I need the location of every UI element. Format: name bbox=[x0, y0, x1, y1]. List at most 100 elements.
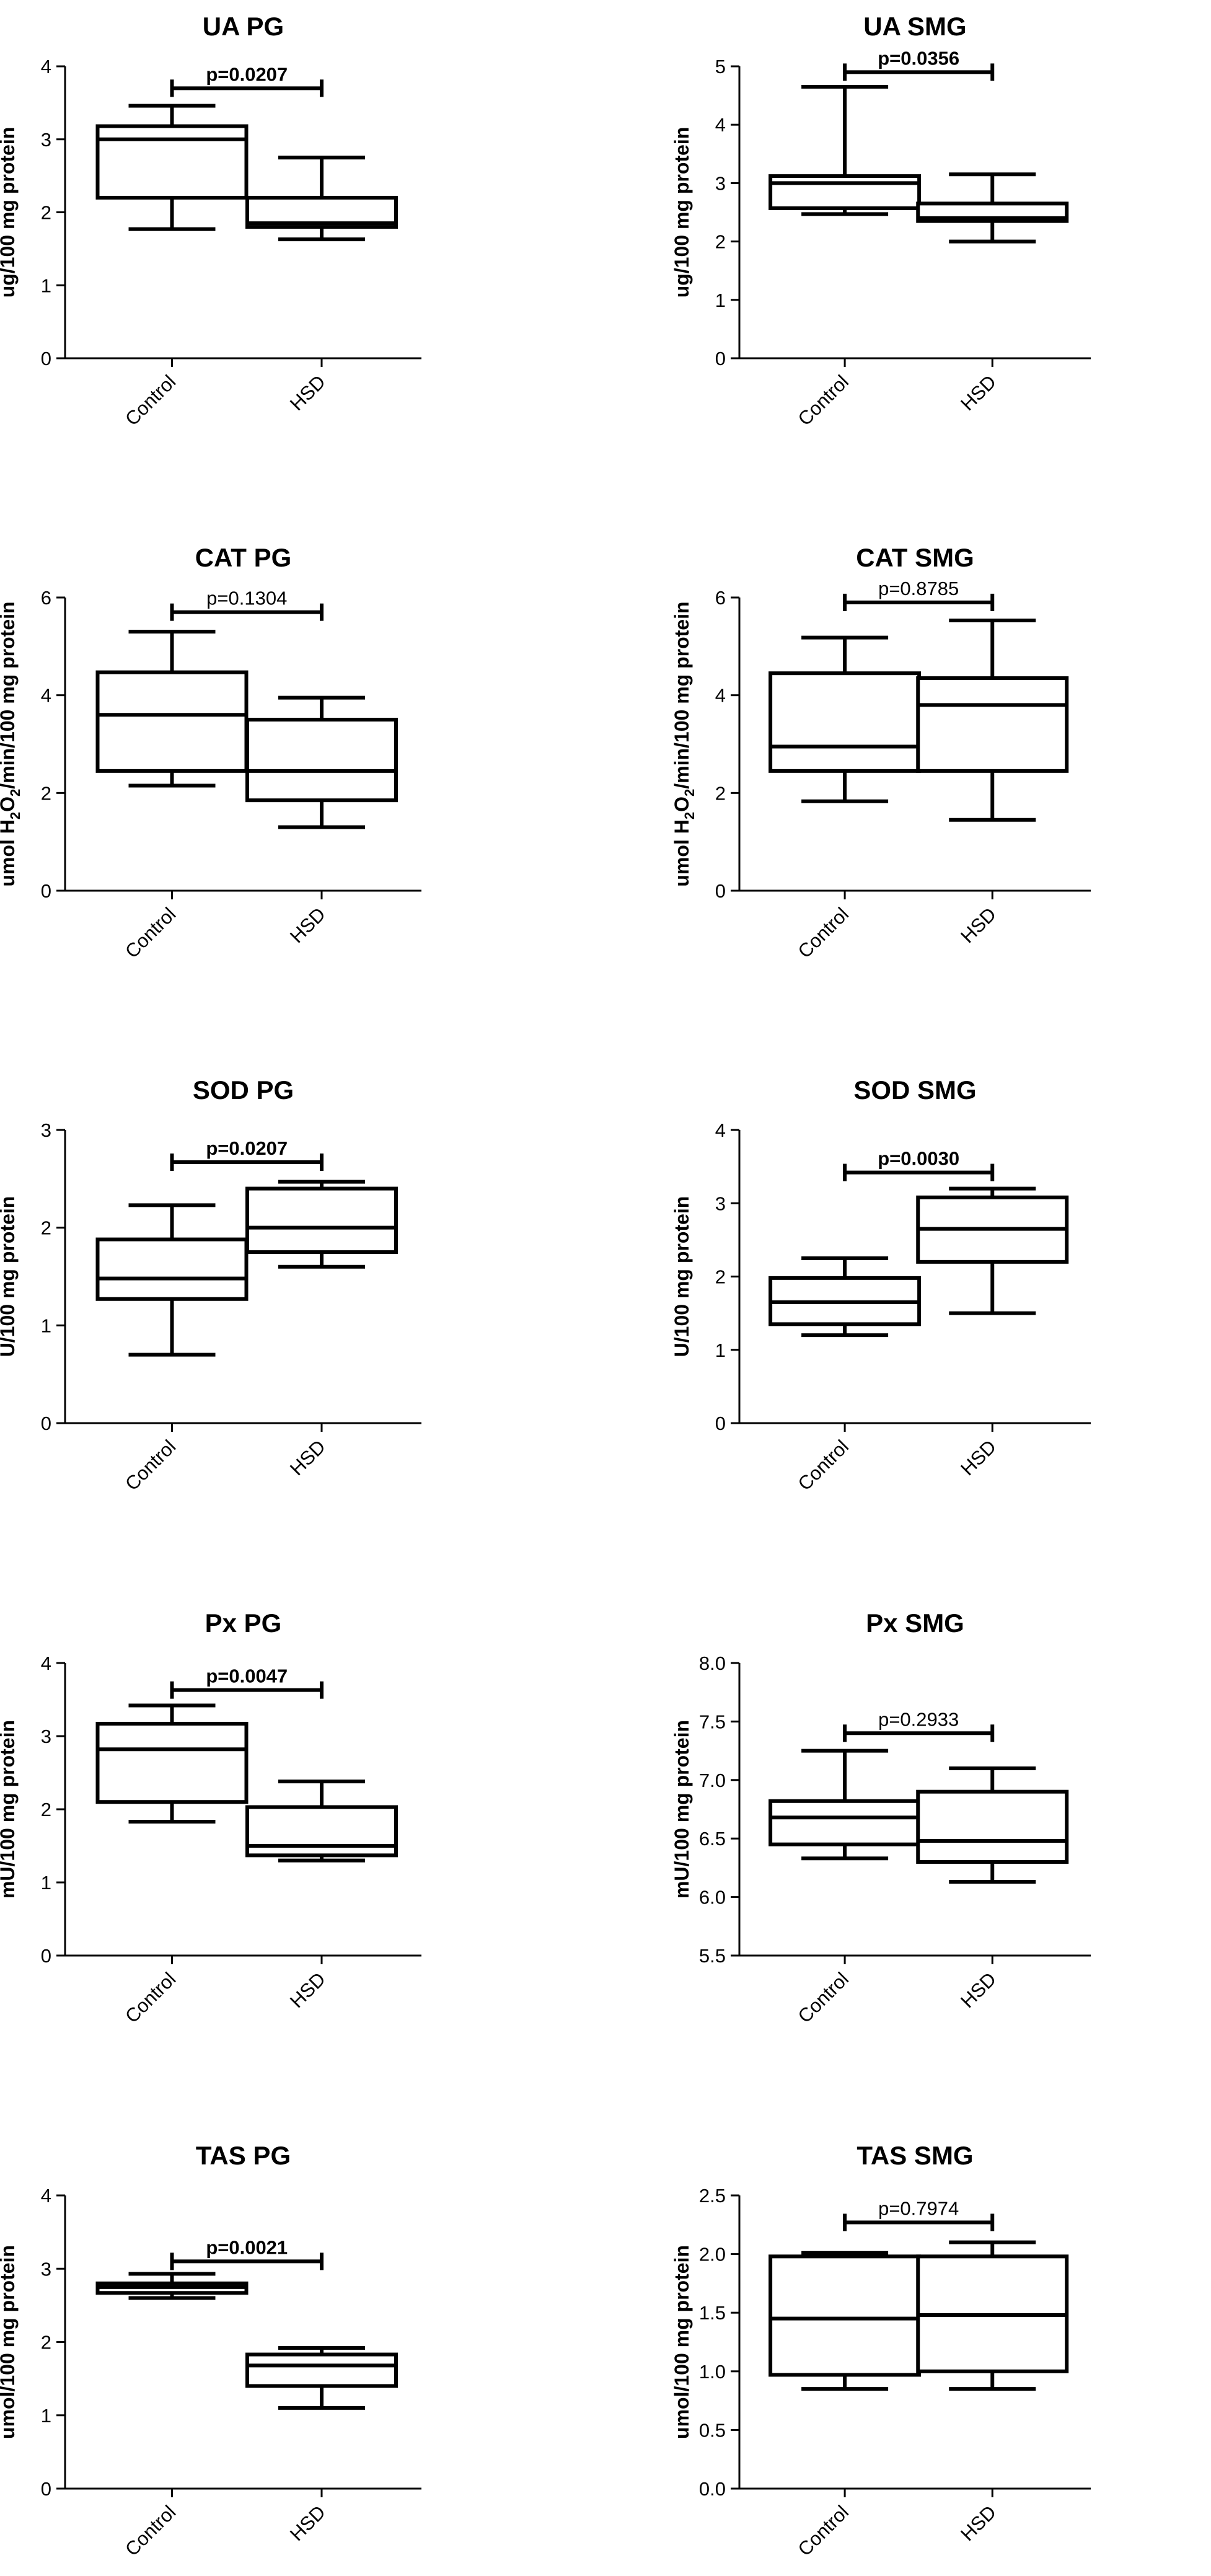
y-axis-label-part: 2 bbox=[7, 789, 23, 796]
y-tick-label: 3 bbox=[41, 2258, 51, 2280]
iqr-box bbox=[95, 1721, 249, 1804]
box-hsd bbox=[245, 1780, 398, 1863]
y-tick-label: 2 bbox=[41, 1799, 51, 1820]
y-tick-label: 4 bbox=[715, 685, 726, 707]
category-label: Control bbox=[121, 1968, 180, 2027]
y-tick-label: 0 bbox=[715, 1413, 726, 1434]
y-axis-label: umol/100 mg protein bbox=[671, 2245, 693, 2439]
y-tick-label: 0 bbox=[715, 348, 726, 369]
category-label: HSD bbox=[286, 903, 330, 947]
box-control bbox=[95, 630, 249, 788]
y-axis-label-part: 2 bbox=[682, 812, 697, 819]
significance-bracket: p=0.1304 bbox=[170, 588, 324, 621]
category-label: Control bbox=[121, 903, 180, 962]
category-label: HSD bbox=[956, 2501, 1000, 2545]
y-tick-label: 1 bbox=[41, 1872, 51, 1894]
y-axis-label-part: O bbox=[671, 796, 693, 812]
y-tick-label: 7.0 bbox=[699, 1770, 726, 1791]
box-hsd bbox=[916, 1186, 1069, 1315]
y-axis-label: U/100 mg protein bbox=[671, 1196, 693, 1357]
box-control bbox=[95, 1703, 249, 1824]
category-label: HSD bbox=[286, 371, 330, 415]
box-hsd bbox=[245, 695, 398, 829]
y-axis-label: umol/100 mg protein bbox=[0, 2245, 19, 2439]
category-label: HSD bbox=[956, 1968, 1000, 2012]
category-label: HSD bbox=[286, 1436, 330, 1480]
box-hsd bbox=[245, 2345, 398, 2410]
y-tick-label: 1.5 bbox=[699, 2302, 726, 2324]
category-label: Control bbox=[794, 1968, 853, 2027]
iqr-box bbox=[768, 2254, 922, 2377]
significance-bracket: p=0.8785 bbox=[843, 578, 995, 611]
significance-bracket: p=0.7974 bbox=[843, 2198, 995, 2231]
chart-sod-smg: SOD SMG 0 1 2 3 4 U/100 mg protein Control HSD p=… bbox=[671, 1075, 1091, 1495]
y-tick-label: 4 bbox=[41, 56, 51, 77]
category-label: Control bbox=[794, 371, 853, 430]
y-tick-label: 0 bbox=[715, 880, 726, 902]
y-tick-label: 4 bbox=[715, 114, 726, 136]
p-value-label: p=0.2933 bbox=[878, 1708, 959, 1730]
y-tick-label: 7.5 bbox=[699, 1711, 726, 1732]
chart-ua-smg: UA SMG 0 1 2 3 4 5 ug/100 mg protein Control HSD p… bbox=[671, 12, 1091, 430]
category-label: HSD bbox=[956, 903, 1000, 947]
box-control bbox=[768, 635, 922, 803]
chart-title: TAS SMG bbox=[857, 2141, 973, 2170]
iqr-box bbox=[95, 124, 249, 200]
y-axis-label: mU/100 mg protein bbox=[671, 1720, 693, 1899]
category-label: Control bbox=[794, 903, 853, 962]
category-label: HSD bbox=[956, 1436, 1000, 1480]
box-control bbox=[768, 84, 922, 216]
iqr-box bbox=[768, 174, 922, 210]
significance-bracket: p=0.0207 bbox=[170, 63, 324, 97]
y-tick-label: 6 bbox=[41, 587, 51, 609]
y-tick-label: 3 bbox=[41, 129, 51, 151]
y-axis-label: ug/100 mg protein bbox=[0, 127, 19, 298]
iqr-box bbox=[916, 676, 1069, 773]
y-tick-label: 2 bbox=[715, 1266, 726, 1288]
significance-bracket: p=0.0030 bbox=[843, 1148, 995, 1181]
y-tick-label: 1 bbox=[715, 289, 726, 311]
significance-bracket: p=0.0207 bbox=[170, 1137, 324, 1171]
y-tick-label: 4 bbox=[41, 1652, 51, 1674]
y-tick-label: 1 bbox=[41, 275, 51, 296]
chart-title: TAS PG bbox=[196, 2141, 291, 2170]
iqr-box bbox=[916, 1789, 1069, 1864]
y-tick-label: 1.0 bbox=[699, 2361, 726, 2383]
p-value-label: p=0.1304 bbox=[206, 588, 287, 609]
y-tick-label: 2 bbox=[41, 202, 51, 224]
y-tick-label: 2.5 bbox=[699, 2185, 726, 2207]
category-label: Control bbox=[794, 2501, 853, 2560]
category-label: Control bbox=[121, 1436, 180, 1494]
y-tick-label: 4 bbox=[41, 2185, 51, 2207]
box-hsd bbox=[916, 2240, 1069, 2391]
box-control bbox=[768, 1256, 922, 1338]
chart-title: CAT PG bbox=[195, 543, 292, 572]
y-tick-label: 6 bbox=[715, 587, 726, 609]
y-tick-label: 6.0 bbox=[699, 1887, 726, 1908]
chart-title: Px PG bbox=[205, 1608, 282, 1638]
iqr-box bbox=[245, 718, 398, 803]
y-axis-label-part: 2 bbox=[682, 789, 697, 796]
y-tick-label: 0 bbox=[41, 1945, 51, 1967]
iqr-box bbox=[768, 1799, 922, 1846]
y-axis-label: umol H2O2/min/100 mg protein bbox=[0, 601, 23, 886]
y-tick-label: 5.5 bbox=[699, 1945, 726, 1967]
iqr-box bbox=[245, 1186, 398, 1255]
box-control bbox=[768, 2251, 922, 2391]
significance-bracket: p=0.0021 bbox=[170, 2236, 324, 2270]
y-tick-label: 6.5 bbox=[699, 1828, 726, 1850]
box-hsd bbox=[916, 619, 1069, 822]
iqr-box bbox=[95, 670, 249, 773]
y-axis-label-part: /min/100 mg protein bbox=[671, 601, 693, 788]
chart-title: CAT SMG bbox=[856, 543, 974, 572]
category-label: HSD bbox=[286, 2501, 330, 2545]
p-value-label: p=0.0030 bbox=[878, 1148, 959, 1170]
box-hsd bbox=[916, 1766, 1069, 1884]
y-tick-label: 2 bbox=[41, 1217, 51, 1239]
category-label: Control bbox=[121, 2501, 180, 2560]
iqr-box bbox=[245, 2352, 398, 2388]
y-tick-label: 2 bbox=[715, 231, 726, 253]
box-hsd bbox=[245, 156, 398, 242]
